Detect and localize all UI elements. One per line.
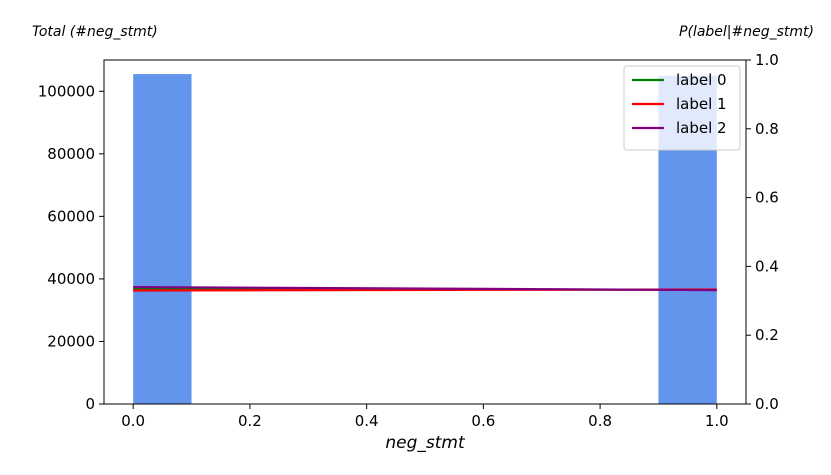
x-tick-label-1: 0.2 [238, 412, 262, 430]
x-tick-label-3: 0.6 [471, 412, 495, 430]
y-right-tick-label-3: 0.6 [755, 189, 779, 207]
y-right-tick-label-0: 0.0 [755, 395, 779, 413]
histogram-bar-0 [133, 74, 192, 404]
probability-lines [133, 285, 717, 292]
legend-label-2: label 2 [676, 119, 727, 137]
ticks: 0.0 0.2 0.4 0.6 0.8 1.0 0 20000 40000 60000 80000 1… [38, 51, 779, 430]
x-tick-label-0: 0.0 [121, 412, 145, 430]
legend: label 0 label 1 label 2 [623, 65, 741, 151]
y-left-tick-label-3: 60000 [47, 207, 95, 225]
y-left-tick-label-2: 40000 [47, 270, 95, 288]
y-left-tick-label-4: 80000 [47, 145, 95, 163]
legend-label-1: label 1 [676, 95, 727, 113]
y-right-tick-label-4: 0.8 [755, 120, 779, 138]
y-left-tick-label-1: 20000 [47, 332, 95, 350]
x-axis-title: neg_stmt [385, 433, 466, 453]
axes [103, 59, 747, 405]
x-tick-label-5: 1.0 [705, 412, 729, 430]
y-right-tick-label-5: 1.0 [755, 51, 779, 69]
y-left-tick-label-0: 0 [85, 395, 95, 413]
plot-frame [103, 59, 747, 405]
series-line-2 [133, 285, 717, 292]
legend-label-0: label 0 [676, 71, 727, 89]
x-tick-label-2: 0.4 [355, 412, 379, 430]
left-axis-title: Total (#neg_stmt) [32, 24, 158, 40]
y-right-tick-label-2: 0.4 [755, 257, 779, 275]
y-left-tick-label-5: 100000 [38, 82, 95, 100]
right-axis-title: P(label|#neg_stmt) [679, 24, 814, 40]
y-right-tick-label-1: 0.2 [755, 326, 779, 344]
x-tick-label-4: 0.8 [588, 412, 612, 430]
